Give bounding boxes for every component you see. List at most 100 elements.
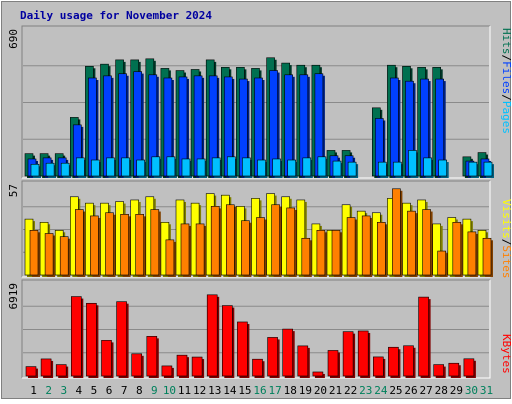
middle-day-8 [130,199,146,277]
top-day-5 [85,65,102,178]
bottom-day-28 [433,364,446,378]
pages-bar-body [181,158,191,177]
sites-bar [90,215,101,277]
sites-bar [256,217,267,277]
kbytes-bar-body [71,296,82,377]
kbytes-bar [191,356,205,378]
sites-bar [120,214,131,277]
kbytes-bar [131,353,144,378]
kbytes-bar [206,294,220,378]
kbytes-bar [297,345,310,378]
pages-bar-body [332,160,342,177]
top-day-19 [296,64,313,178]
pages-bar-body [302,157,312,177]
middle-day-12 [190,202,207,277]
pages-bar-body [423,157,432,177]
kbytes-bar [342,331,356,378]
sites-bar-body [256,217,265,276]
kbytes-bar [357,330,371,378]
pages-bar [91,159,102,178]
middle-day-27 [417,199,433,277]
middle-day-6 [100,202,116,277]
day-label: 12 [193,384,206,397]
pages-bar-body [438,159,448,177]
bottom-day-30 [463,358,476,378]
pages-bar [272,158,283,178]
kbytes-bar-body [463,358,475,377]
pages-bar [468,161,479,178]
sites-bar [210,206,222,277]
day-label: 5 [91,384,98,397]
kbytes-bar-body [101,340,112,377]
kbytes-bar [327,350,340,378]
panel-bottom-border-dark [21,279,490,378]
sites-bar [29,229,40,277]
middle-day-31 [477,229,493,277]
sites-bar [407,210,418,277]
pages-bar [317,156,328,178]
pages-bar [30,163,41,178]
sites-bar [437,250,448,277]
top-day-13 [205,59,223,178]
kbytes-bar [372,356,386,378]
pages-bar-body [347,161,357,177]
sites-bar-body [29,229,39,276]
pages-bar [136,159,147,178]
pages-bar [211,157,223,178]
kbytes-bar-body [388,346,399,377]
pages-bar [393,161,404,178]
sites-bar-body [467,231,477,276]
top-day-21 [326,150,343,178]
middle-day-18 [281,196,297,277]
pages-bar [287,159,298,178]
pages-bar [60,162,72,178]
pages-bar [408,150,419,178]
sites-bar-body [361,215,371,276]
middle-day-29 [447,217,463,277]
top-day-3 [54,153,72,178]
kbytes-bar-body [372,356,384,377]
pages-bar [121,157,132,178]
sites-bar [422,209,433,277]
visits-bar-body [432,223,442,276]
day-label: 8 [136,384,143,397]
sites-bar-body [59,236,69,276]
top-day-18 [281,62,298,178]
kbytes-bar-body [206,294,218,377]
kbytes-bar [237,321,250,378]
bottom-day-5 [86,302,99,378]
pages-bar-body [121,157,130,177]
bottom-day-1 [25,366,38,378]
kbytes-bar [40,358,54,378]
kbytes-bar-body [327,350,339,377]
middle-day-1 [24,218,40,277]
middle-day-25 [387,188,403,277]
bottom-day-24 [372,356,386,378]
bottom-day-6 [101,340,114,378]
top-day-22 [341,150,359,178]
bottom-day-3 [55,364,69,378]
panel-middle-border-dark [21,180,490,277]
sites-bar-body [165,239,175,276]
day-label: 17 [269,384,282,397]
day-label: 27 [420,384,433,397]
middle-day-11 [175,199,191,277]
kbytes-bar-body [161,365,173,377]
kbytes-bar [55,364,69,378]
sites-bar-body [407,210,416,276]
pages-bar-body [393,161,402,177]
pages-bar-body [151,156,161,177]
pages-bar-body [483,161,493,177]
day-label: 28 [435,384,448,397]
middle-day-19 [296,199,312,277]
sites-bar [105,212,116,277]
middle-day-20 [311,223,327,277]
sites-bar-body [150,209,160,276]
sites-bar [271,204,282,277]
bottom-day-20 [312,371,325,378]
top-day-12 [190,69,208,178]
panel-middle: 57 Visits/Sites [7,180,512,279]
middle-day-17 [266,193,282,277]
bottom-day-11 [176,354,189,378]
